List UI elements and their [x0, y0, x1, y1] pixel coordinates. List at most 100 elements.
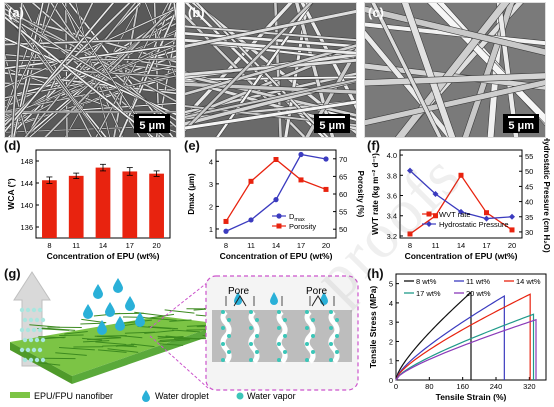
y2-tick-label: 70	[339, 155, 347, 164]
fiber	[13, 3, 44, 137]
panel-label-d: (d)	[4, 138, 21, 153]
x-tick-label: 20	[508, 241, 516, 250]
y-tick-label: 0	[389, 376, 393, 385]
x-axis-label: Concentration of EPU (wt%)	[405, 251, 518, 261]
data-point	[223, 218, 229, 224]
vapor-molecule	[305, 342, 309, 346]
series-line	[225, 153, 327, 232]
pore-label-right: Pore	[306, 286, 328, 297]
vapor-dot	[37, 347, 43, 353]
data-point	[248, 217, 254, 223]
fiber-strand	[158, 343, 184, 346]
vapor-molecule	[311, 350, 315, 354]
membrane-schematic: Pore Pore EPU/FPU nanofiber Water drople…	[10, 271, 359, 402]
x-tick-label: 320	[523, 382, 536, 391]
fiber	[144, 3, 176, 80]
fiber	[185, 3, 313, 132]
vapor-molecule	[329, 326, 333, 330]
fiber	[365, 30, 454, 137]
data-point	[407, 231, 413, 237]
fiber	[24, 3, 137, 137]
y-axis-label: Tensile Stress (MPa)	[368, 286, 378, 369]
fiber-strand	[38, 336, 65, 339]
panel-label-a-overlay: (a)	[8, 5, 24, 20]
vapor-dot	[19, 307, 25, 313]
data-point	[298, 177, 304, 183]
fiber	[5, 3, 58, 115]
y2-tick-label: 50	[525, 167, 533, 176]
vapor-molecule	[335, 318, 339, 322]
water-droplet-icon	[270, 292, 278, 305]
pore-pointer	[311, 295, 325, 307]
fiber	[185, 79, 356, 119]
vapor-molecule	[305, 326, 309, 330]
fiber	[5, 3, 44, 115]
y-tick-label: 4	[209, 157, 213, 166]
plot-frame	[215, 149, 337, 239]
scale-bar-c: 5 μm	[503, 114, 539, 133]
bar	[95, 167, 111, 238]
bar	[42, 180, 57, 238]
legend-vapor-label: Water vapor	[247, 391, 296, 401]
data-point	[323, 156, 329, 162]
legend-label: 11 wt%	[466, 277, 490, 286]
stress-strain-curve	[395, 318, 537, 381]
fiber-strand	[158, 339, 190, 343]
vapor-molecule	[277, 358, 281, 362]
x-axis-label: Concentration of EPU (wt%)	[220, 251, 333, 261]
legend-marker	[276, 223, 282, 229]
vapor-molecule	[221, 326, 225, 330]
y-tick-label: 2	[389, 337, 393, 346]
x-tick-label: 14	[457, 241, 465, 250]
y-tick-label: 1	[389, 357, 393, 366]
fiber-strand	[102, 344, 135, 347]
vapor-molecule	[283, 350, 287, 354]
x-tick-label: 14	[99, 241, 107, 250]
x-tick-label: 8	[224, 241, 228, 250]
fiber-strand	[55, 352, 87, 356]
vapor-molecule	[311, 334, 315, 338]
panel-label-h: (h)	[367, 266, 384, 281]
vapor-dot	[19, 327, 25, 333]
legend-droplet-label: Water droplet	[155, 391, 209, 401]
fiber	[185, 74, 356, 117]
vapor-molecule	[255, 350, 259, 354]
vapor-molecule	[277, 310, 281, 314]
fiber-strand	[97, 349, 127, 353]
y-tick-label: 136	[20, 223, 33, 232]
y2-tick-label: 55	[339, 208, 347, 217]
y2-tick-label: 30	[525, 228, 533, 237]
fiber	[5, 45, 176, 118]
scale-bar-b: 5 μm	[314, 114, 350, 133]
y-tick-label: 3.8	[387, 171, 397, 180]
vapor-dot	[31, 307, 37, 313]
fiber	[185, 100, 356, 130]
legend-fiber-swatch	[10, 392, 30, 398]
fiber	[395, 3, 510, 137]
stress-strain-curve	[395, 313, 535, 381]
fiber-strand	[124, 331, 156, 334]
vapor-dot	[40, 317, 46, 323]
vapor-molecule	[311, 318, 315, 322]
x-tick-label: 11	[72, 241, 80, 250]
fiber-strand	[38, 362, 61, 366]
vapor-molecule	[221, 358, 225, 362]
panel-label-c-overlay: (c)	[368, 5, 384, 20]
vapor-molecule	[221, 342, 225, 346]
data-point	[298, 151, 304, 158]
fiber-strand	[42, 327, 76, 331]
tensile-chart: 0 80 160 240 320 0 1 2 3 4 5 8 wt% 11 wt% 14 wt% 17 wt…	[368, 273, 547, 402]
vapor-molecule	[249, 342, 253, 346]
stress-strain-curve	[395, 293, 531, 381]
vapor-molecule	[249, 326, 253, 330]
legend-label: Dmax	[289, 212, 305, 223]
legend-fiber-label: EPU/FPU nanofiber	[34, 391, 113, 401]
fiber	[365, 6, 545, 56]
vapor-molecule	[335, 350, 339, 354]
x-tick-label: 240	[490, 382, 503, 391]
vapor-molecule	[227, 318, 231, 322]
data-point	[484, 210, 489, 216]
legend-label: 14 wt%	[516, 277, 541, 286]
